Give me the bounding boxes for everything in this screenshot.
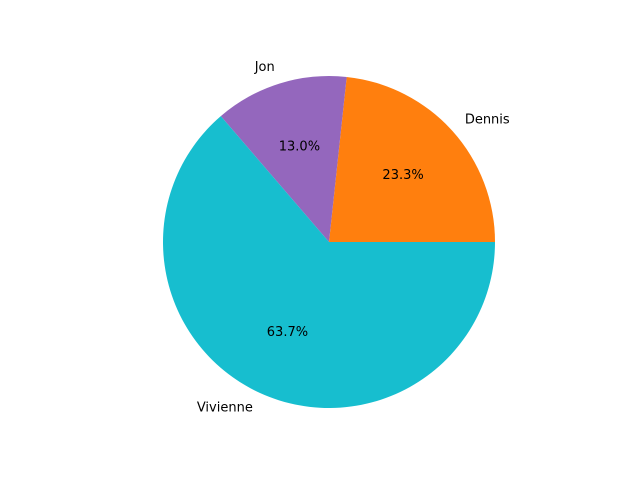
slice-label-jon: Jon: [254, 60, 275, 75]
pie-slice-dennis: [329, 76, 495, 242]
slices-layer: [163, 76, 495, 408]
slice-pct-label-vivienne: 63.7%: [267, 325, 308, 340]
slice-label-vivienne: Vivienne: [197, 400, 253, 415]
pie-slice-vivienne: [163, 116, 495, 408]
slice-pct-label-dennis: 23.3%: [382, 168, 423, 183]
slice-pct-label-jon: 13.0%: [279, 139, 320, 154]
slice-label-dennis: Dennis: [465, 112, 510, 127]
pie-slice-jon: [220, 76, 347, 242]
labels-layer: Dennis 23.3% Jon 13.0% Vivienne 63.7%: [197, 60, 510, 415]
